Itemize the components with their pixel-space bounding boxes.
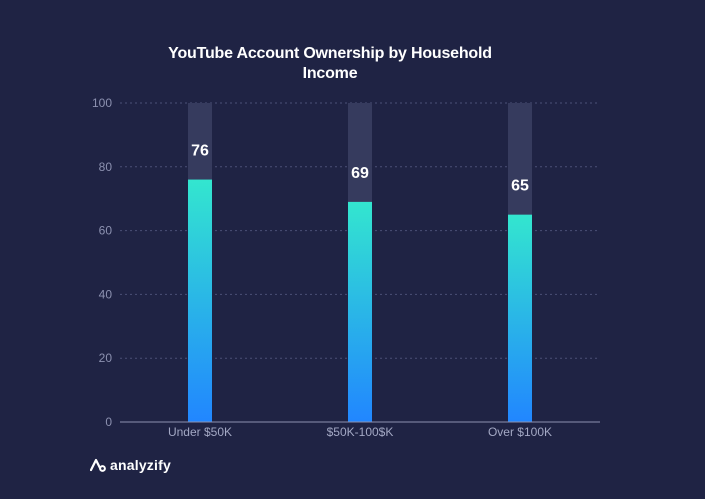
- y-tick-label: 20: [99, 351, 113, 365]
- bar: [348, 201, 372, 422]
- x-category-label: $50K-100$K: [327, 425, 394, 439]
- x-axis-labels: Under $50K $50K-100$K Over $100K: [168, 425, 552, 439]
- y-tick-label: 60: [99, 224, 113, 238]
- y-tick-label: 80: [99, 160, 113, 174]
- brand-logo: analyzify: [90, 457, 171, 473]
- x-category-label: Under $50K: [168, 425, 232, 439]
- bar-value-label: 76: [191, 143, 209, 160]
- analyzify-logo-icon: [90, 458, 106, 472]
- y-tick-label: 40: [99, 287, 113, 301]
- y-axis-ticks: 0 20 40 60 80 100: [92, 96, 112, 429]
- bar: [188, 179, 212, 422]
- y-tick-label: 0: [105, 415, 112, 429]
- bar: [508, 214, 532, 422]
- y-tick-label: 100: [92, 96, 112, 110]
- brand-name: analyzify: [110, 457, 171, 473]
- x-category-label: Over $100K: [488, 425, 552, 439]
- bar-value-label: 65: [511, 178, 529, 195]
- bars: 76 69 65: [188, 103, 532, 422]
- chart-title: YouTube Account Ownership by Household I…: [168, 45, 492, 82]
- bar-value-label: 69: [351, 165, 369, 182]
